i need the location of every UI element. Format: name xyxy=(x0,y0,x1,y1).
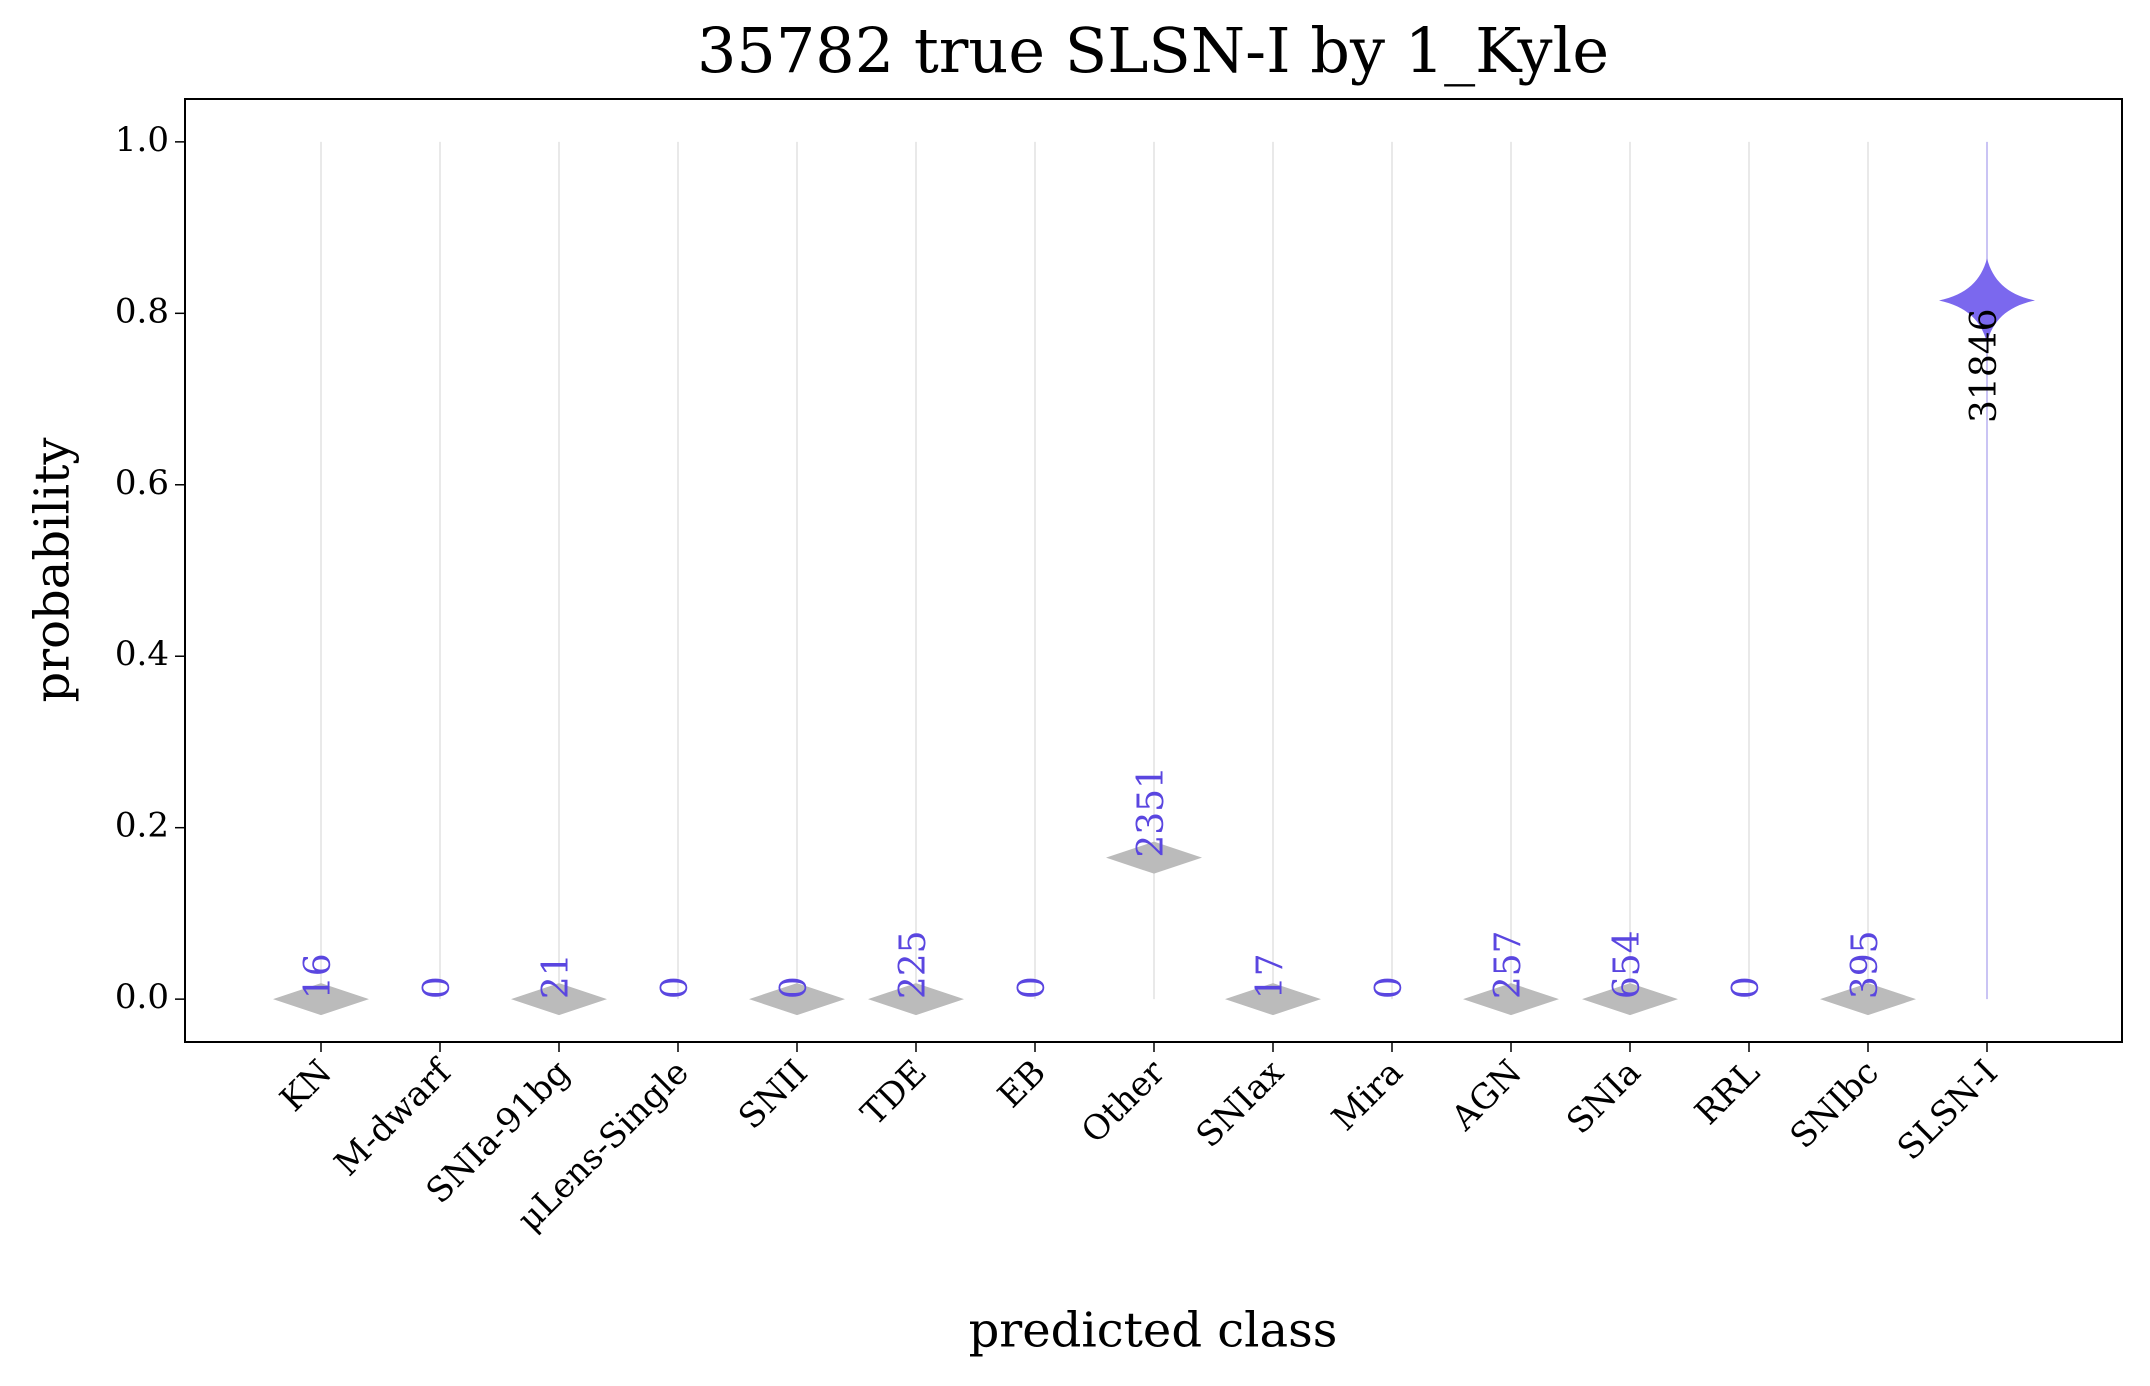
x-tick-label: Other xyxy=(1074,1052,1173,1151)
count-label: 0 xyxy=(1369,976,1410,999)
violin xyxy=(1225,983,1321,1016)
violin xyxy=(1463,983,1559,1016)
count-label: 0 xyxy=(655,976,696,999)
y-tick-label: 0.4 xyxy=(115,634,169,674)
x-tick-label: TDE xyxy=(854,1052,935,1133)
count-label: 16 xyxy=(298,953,339,999)
plot-frame xyxy=(184,98,2123,1043)
violin xyxy=(273,983,369,1016)
violin xyxy=(1820,983,1916,1016)
count-label: 0 xyxy=(1726,976,1767,999)
y-tick-label: 1.0 xyxy=(115,120,169,160)
x-tick-label: SNIax xyxy=(1189,1052,1292,1155)
count-label: 0 xyxy=(417,976,458,999)
x-tick-label: EB xyxy=(990,1052,1054,1116)
count-label: 21 xyxy=(536,953,577,999)
count-label: 31846 xyxy=(1964,308,2005,423)
y-tick-label: 0.8 xyxy=(115,291,169,331)
count-label: 2351 xyxy=(1131,766,1172,858)
x-tick-label: SNIbc xyxy=(1783,1052,1887,1156)
x-tick-label: SLSN-I xyxy=(1890,1052,2006,1168)
violin xyxy=(1939,258,2035,343)
x-tick-label: SNIa xyxy=(1559,1052,1649,1142)
x-tick-label: AGN xyxy=(1443,1052,1530,1139)
count-label: 225 xyxy=(893,930,934,999)
count-label: 257 xyxy=(1488,930,1529,999)
violin xyxy=(1582,983,1678,1016)
x-tick-label: SNII xyxy=(731,1052,816,1137)
count-label: 654 xyxy=(1607,930,1648,999)
violin xyxy=(749,983,845,1016)
y-tick-label: 0.6 xyxy=(115,463,169,503)
x-tick-label: KN xyxy=(272,1052,339,1119)
x-tick-label: Mira xyxy=(1324,1052,1410,1138)
x-tick-label: RRL xyxy=(1687,1052,1767,1132)
count-label: 17 xyxy=(1250,953,1291,999)
count-label: 0 xyxy=(774,976,815,999)
y-tick-label: 0.0 xyxy=(115,977,169,1017)
chart-title: 35782 true SLSN-I by 1_Kyle xyxy=(697,14,1609,87)
count-label: 0 xyxy=(1012,976,1053,999)
violin xyxy=(511,983,607,1016)
y-tick-label: 0.2 xyxy=(115,806,169,846)
violin xyxy=(1106,841,1202,874)
x-axis-label: predicted class xyxy=(969,1303,1338,1359)
violin xyxy=(868,983,964,1016)
y-axis-label: probability xyxy=(25,437,81,702)
count-label: 395 xyxy=(1845,930,1886,999)
